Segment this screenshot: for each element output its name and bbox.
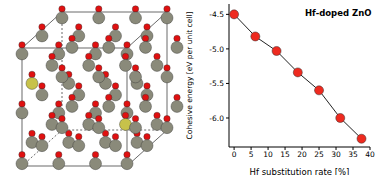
svg-text:40: 40 [365, 150, 370, 159]
svg-text:-6.0: -6.0 [209, 114, 224, 123]
svg-text:Hf substitution rate [%]: Hf substitution rate [%] [250, 167, 350, 175]
html-text:Hf-doped ZnO: Hf-doped ZnO [305, 8, 372, 18]
svg-text:10: 10 [263, 150, 273, 159]
svg-text:30: 30 [331, 150, 341, 159]
svg-text:20: 20 [297, 150, 307, 159]
svg-text:15: 15 [280, 150, 290, 159]
svg-text:Cohesive energy [eV per unit c: Cohesive energy [eV per unit cell] [185, 12, 194, 140]
svg-text:-5.0: -5.0 [209, 45, 224, 54]
svg-text:25: 25 [314, 150, 324, 159]
svg-text:5: 5 [249, 150, 254, 159]
svg-text:35: 35 [348, 150, 358, 159]
svg-text:-5.5: -5.5 [209, 79, 224, 88]
svg-text:0: 0 [232, 150, 237, 159]
svg-text:-4.5: -4.5 [209, 10, 224, 19]
